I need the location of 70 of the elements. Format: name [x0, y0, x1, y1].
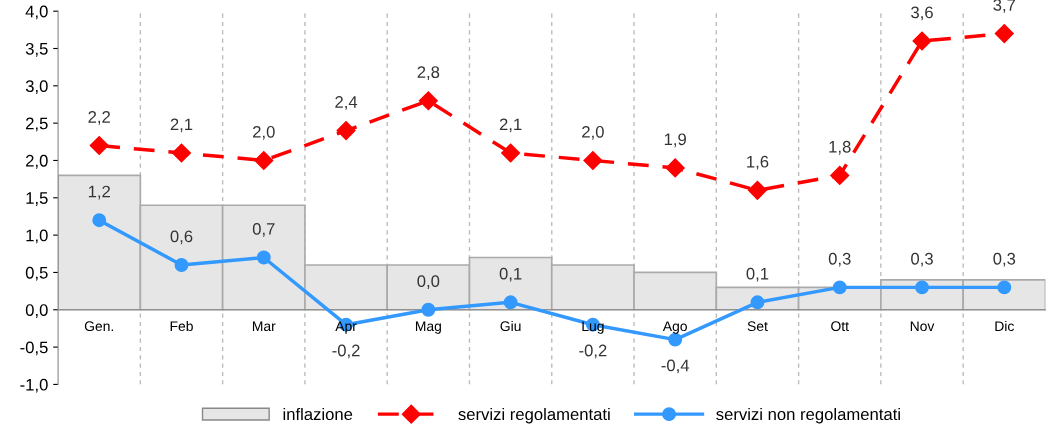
point — [747, 180, 767, 200]
point — [89, 136, 109, 156]
data-label: 2,8 — [417, 66, 440, 80]
data-label: 1,6 — [747, 155, 769, 170]
point — [750, 295, 765, 310]
data-label: 0,1 — [499, 267, 522, 282]
point — [256, 250, 271, 265]
x-tick-label: Ago — [662, 321, 687, 334]
data-label: -0,4 — [661, 359, 690, 374]
x-tick-label: Mar — [252, 321, 276, 332]
data-label: 2,1 — [170, 118, 193, 133]
point — [501, 143, 521, 163]
point — [174, 258, 189, 272]
point — [665, 158, 685, 178]
x-tick-label: Dic — [995, 320, 1014, 332]
data-label: -0,2 — [579, 344, 607, 359]
data-label: 0,3 — [993, 252, 1016, 267]
point — [503, 295, 518, 310]
x-tick-label: Gen. — [84, 321, 114, 332]
y-tick-label: 2,0 — [26, 154, 48, 169]
x-tick-label: Apr — [335, 321, 357, 334]
data-label: 2,0 — [582, 125, 604, 140]
x-tick-label: Giu — [500, 320, 521, 332]
data-label: 2,0 — [253, 125, 275, 140]
point — [994, 24, 1014, 44]
y-tick-label: 0,5 — [25, 266, 48, 281]
data-label: 0,6 — [170, 230, 193, 245]
data-label: 0,7 — [252, 222, 275, 237]
point — [915, 280, 929, 295]
y-tick-label: -0,5 — [20, 341, 48, 356]
legend-label: servizi non regolamentati — [716, 407, 900, 424]
y-tick-label: 0,0 — [25, 304, 48, 318]
x-tick-label: Feb — [170, 320, 193, 332]
data-label: 0,3 — [911, 252, 933, 267]
x-tick-label: Mag — [415, 321, 441, 334]
point — [171, 143, 192, 163]
point — [912, 31, 932, 51]
data-label: 3,6 — [911, 6, 933, 21]
point — [254, 150, 274, 171]
point — [832, 280, 847, 295]
data-label: 2,1 — [499, 118, 522, 133]
point — [583, 150, 603, 171]
x-tick-label: Set — [747, 321, 768, 332]
data-label: 2,4 — [335, 96, 358, 110]
legend-label: servizi regolamentati — [458, 407, 610, 424]
x-tick-label: Nov — [910, 321, 935, 332]
y-tick-label: 4,0 — [25, 5, 48, 20]
y-tick-label: 1,0 — [26, 229, 48, 244]
data-label: 1,9 — [664, 133, 686, 148]
point — [830, 165, 850, 185]
data-label: 2,2 — [88, 111, 110, 125]
y-tick-label: 3,5 — [25, 42, 48, 57]
data-label: 0,0 — [417, 275, 440, 289]
data-label: 1,2 — [88, 185, 110, 200]
data-label: 3,7 — [993, 0, 1016, 13]
y-tick-label: 1,5 — [26, 192, 48, 206]
y-tick-label: 2,5 — [26, 117, 48, 132]
data-label: 1,8 — [829, 140, 851, 155]
legend-label: inflazione — [283, 407, 353, 421]
point — [336, 121, 356, 141]
point — [418, 91, 438, 111]
data-label: -0,2 — [332, 344, 360, 359]
data-label: 0,3 — [828, 252, 851, 267]
point — [92, 213, 107, 228]
y-tick-label: -1,0 — [20, 378, 48, 393]
point — [997, 280, 1012, 295]
x-tick-label: Ott — [831, 321, 849, 332]
point — [421, 302, 436, 317]
data-label: 0,1 — [746, 267, 769, 282]
y-tick-label: 3,0 — [25, 80, 48, 94]
